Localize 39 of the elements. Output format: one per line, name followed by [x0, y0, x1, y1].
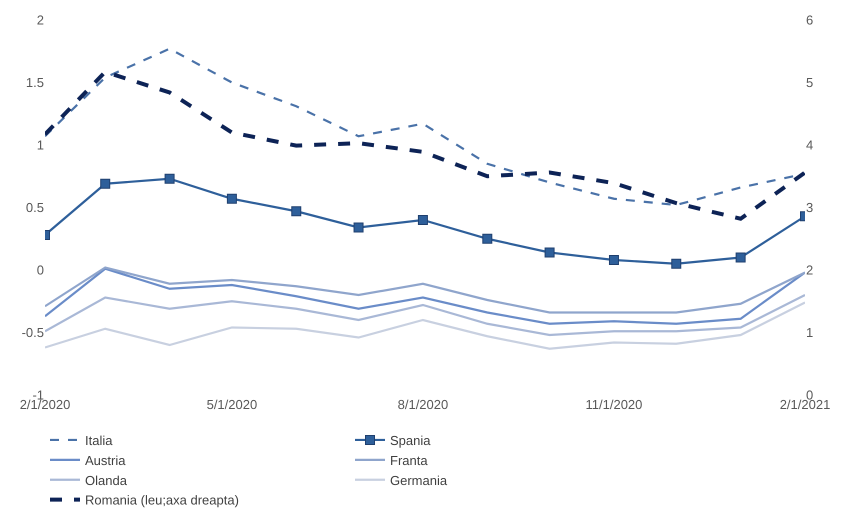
- legend-label: Italia: [85, 433, 114, 448]
- legend-label: Austria: [85, 452, 126, 468]
- line-series: [45, 70, 805, 221]
- y-tick-label: 2: [36, 12, 44, 28]
- line-series: [45, 301, 805, 350]
- y2-tick-label: 5: [806, 75, 814, 90]
- y2-tick-label: 1: [806, 325, 814, 340]
- y2-tick-label: 4: [806, 138, 814, 153]
- point: [418, 215, 428, 225]
- legend-label: Olanda: [85, 472, 128, 488]
- y-tick-label: 1: [36, 138, 44, 153]
- y-tick-label: 0: [36, 262, 44, 278]
- y2-tick-label: 6: [806, 12, 814, 28]
- line-series: [45, 48, 805, 206]
- y2-tick-label: 2: [806, 262, 814, 278]
- legend-label: Franta: [390, 452, 428, 468]
- y-tick-label: 0.5: [26, 200, 44, 216]
- point: [354, 222, 364, 232]
- line-series: [45, 294, 805, 336]
- point: [736, 252, 746, 262]
- y-tick-label: -0.5: [22, 325, 44, 340]
- line-series: [45, 268, 805, 325]
- line-series: [45, 266, 805, 314]
- point: [291, 206, 302, 216]
- legend-label: Germania: [390, 472, 448, 488]
- point: [671, 258, 682, 269]
- point: [544, 248, 555, 258]
- y2-tick-label: 3: [806, 200, 814, 216]
- point: [226, 194, 237, 204]
- x-tick-label: 8/1/2020: [398, 397, 448, 412]
- legend-label: Romania (leu;axa dreapta): [85, 492, 239, 508]
- point: [608, 255, 619, 265]
- point: [164, 174, 175, 184]
- point: [482, 234, 492, 244]
- legend-label: Spania: [390, 433, 432, 448]
- x-tick-label: 5/1/2020: [206, 397, 258, 412]
- x-tick-label: 11/1/2020: [586, 397, 642, 412]
- point: [100, 178, 110, 189]
- y-tick-label: 1.5: [26, 75, 44, 90]
